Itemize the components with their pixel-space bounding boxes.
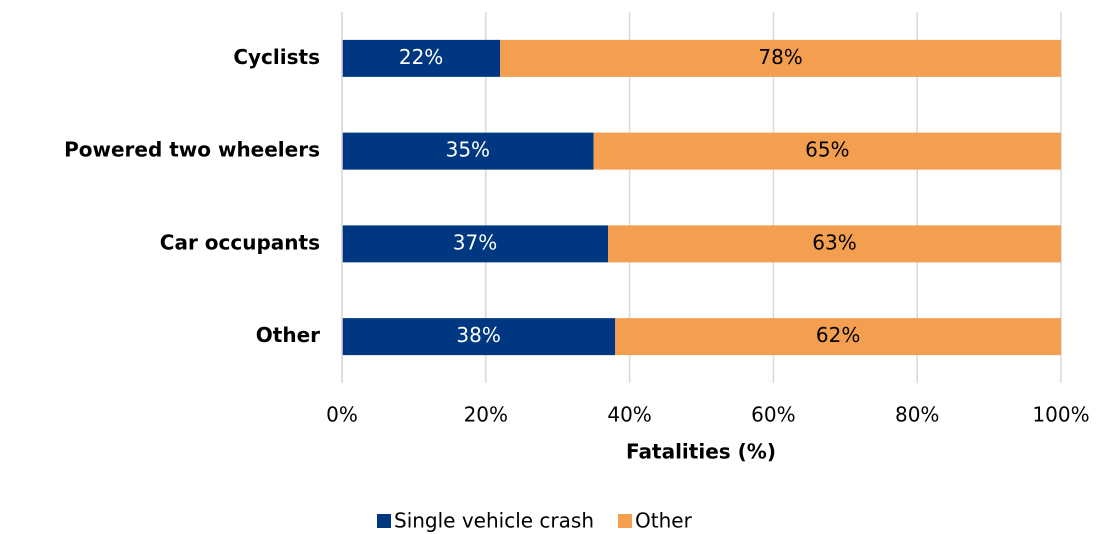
legend-swatch: [377, 514, 391, 528]
x-tick-label: 60%: [751, 403, 795, 427]
data-label: 65%: [805, 138, 849, 162]
legend-label: Single vehicle crash: [394, 509, 594, 533]
data-label: 78%: [758, 45, 802, 69]
data-label: 63%: [812, 230, 856, 254]
data-label: 37%: [453, 230, 497, 254]
bar-segment: [593, 132, 1061, 170]
bar-segment: [500, 39, 1061, 77]
bar-segment: [342, 132, 594, 170]
x-tick-label: 20%: [464, 403, 508, 427]
data-label: 22%: [399, 45, 443, 69]
data-label: 35%: [446, 138, 490, 162]
legend-swatch: [618, 514, 632, 528]
bar-segment: [342, 39, 501, 77]
x-tick-label: 0%: [326, 403, 358, 427]
y-tick-label: Car occupants: [160, 230, 320, 254]
legend-label: Other: [635, 509, 693, 533]
x-tick-label: 80%: [895, 403, 939, 427]
data-label: 38%: [456, 323, 500, 347]
bar-segment: [608, 225, 1061, 263]
bar-segment: [342, 225, 609, 263]
y-tick-label: Powered two wheelers: [64, 138, 320, 162]
y-tick-label: Cyclists: [233, 45, 320, 69]
y-tick-label: Other: [256, 323, 320, 347]
x-tick-label: 100%: [1032, 403, 1089, 427]
x-tick-label: 40%: [607, 403, 651, 427]
data-label: 62%: [816, 323, 860, 347]
bar-segment: [615, 318, 1061, 356]
x-axis-title: Fatalities (%): [626, 440, 776, 464]
bar-segment: [342, 318, 616, 356]
